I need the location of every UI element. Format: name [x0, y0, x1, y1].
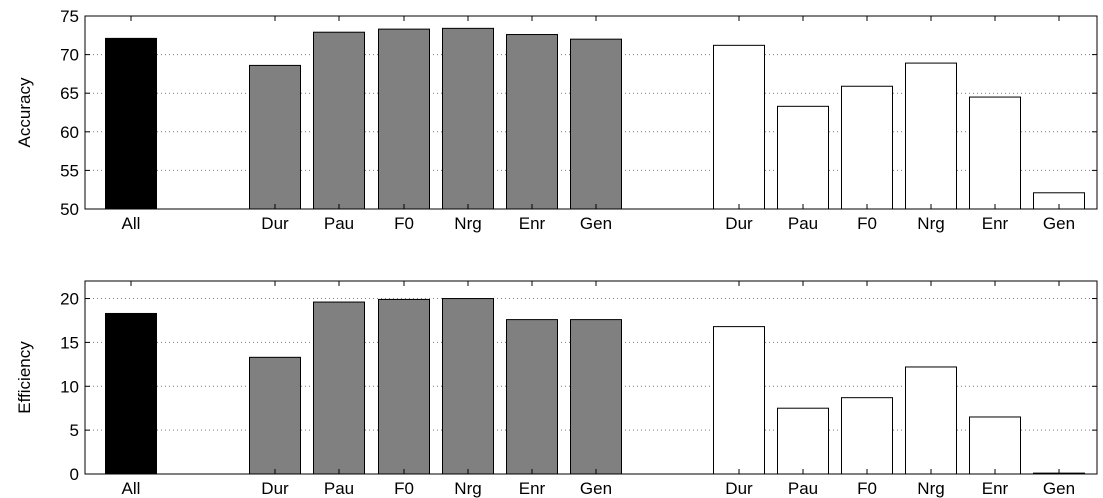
x-tick-label: Gen — [1043, 214, 1075, 233]
chart-panel-efficiency: 0 5 10 15 20 All Dur Pau F0 Nrg Enr Gen Dur Pau F0 Nrg E… — [15, 280, 1098, 498]
bar-enr-gray — [506, 319, 558, 475]
x-tick-label: Dur — [725, 214, 753, 233]
axes-frame — [84, 280, 1098, 475]
bar-f0-gray — [378, 298, 430, 475]
y-tick-label: 0 — [70, 465, 79, 484]
bar-enr-gray — [506, 34, 558, 210]
x-tick-label: Nrg — [454, 214, 481, 233]
bar-pau-white — [777, 105, 829, 210]
y-tick-label: 60 — [60, 123, 79, 142]
y-tick-label: 10 — [60, 377, 79, 396]
x-tick-label: Dur — [261, 479, 289, 498]
y-tick-label: 50 — [60, 200, 79, 219]
bar-all-all — [105, 312, 157, 475]
bar-enr-white — [969, 96, 1021, 210]
y-tick-label: 75 — [60, 7, 79, 26]
y-axis-title: Efficiency — [15, 341, 34, 414]
x-tick-label: Pau — [788, 214, 818, 233]
y-tick-label: 65 — [60, 84, 79, 103]
bar-f0-white — [841, 397, 893, 475]
chart-panel-accuracy: 50 55 60 65 70 75 All Dur Pau F0 Nrg Enr Gen Dur Pau F0… — [15, 7, 1098, 233]
bar-all-all — [105, 37, 157, 210]
x-tick-label: Pau — [324, 479, 354, 498]
x-tick-label: Dur — [261, 214, 289, 233]
y-tick-label: 55 — [60, 161, 79, 180]
x-tick-label: Enr — [982, 214, 1009, 233]
y-tick-label: 70 — [60, 46, 79, 65]
x-tick-label: Gen — [1043, 479, 1075, 498]
x-tick-label: F0 — [394, 479, 414, 498]
bar-dur-white — [713, 326, 765, 475]
x-tick-label: Enr — [982, 479, 1009, 498]
y-tick-label: 20 — [60, 290, 79, 309]
bar-nrg-gray — [442, 298, 494, 475]
y-axis-title: Accuracy — [15, 77, 34, 147]
bar-nrg-gray — [442, 27, 494, 210]
x-tick-label: F0 — [394, 214, 414, 233]
x-tick-label: Nrg — [917, 214, 944, 233]
x-tick-label: Enr — [519, 214, 546, 233]
bar-f0-white — [841, 85, 893, 210]
bar-enr-white — [969, 416, 1021, 475]
x-tick-label: Pau — [788, 479, 818, 498]
bar-dur-white — [713, 44, 765, 210]
x-tick-label: F0 — [857, 479, 877, 498]
y-tick-label: 5 — [70, 421, 79, 440]
x-tick-label: F0 — [857, 214, 877, 233]
x-tick-label: Enr — [519, 479, 546, 498]
x-tick-label: Pau — [324, 214, 354, 233]
axes-frame — [84, 15, 1098, 210]
x-tick-label: All — [122, 479, 141, 498]
bar-nrg-white — [905, 62, 957, 210]
y-tick-label: 15 — [60, 333, 79, 352]
x-tick-label: Nrg — [917, 479, 944, 498]
x-tick-label: Gen — [580, 214, 612, 233]
bar-dur-gray — [249, 356, 301, 475]
bar-dur-gray — [249, 64, 301, 210]
bar-gen-gray — [570, 319, 622, 475]
x-tick-label: All — [122, 214, 141, 233]
x-tick-label: Nrg — [454, 479, 481, 498]
x-tick-label: Dur — [725, 479, 753, 498]
bar-pau-gray — [313, 31, 365, 210]
bar-pau-white — [777, 407, 829, 475]
bar-pau-gray — [313, 301, 365, 475]
bar-gen-gray — [570, 38, 622, 210]
bar-f0-gray — [378, 28, 430, 210]
bar-nrg-white — [905, 366, 957, 475]
x-tick-label: Gen — [580, 479, 612, 498]
